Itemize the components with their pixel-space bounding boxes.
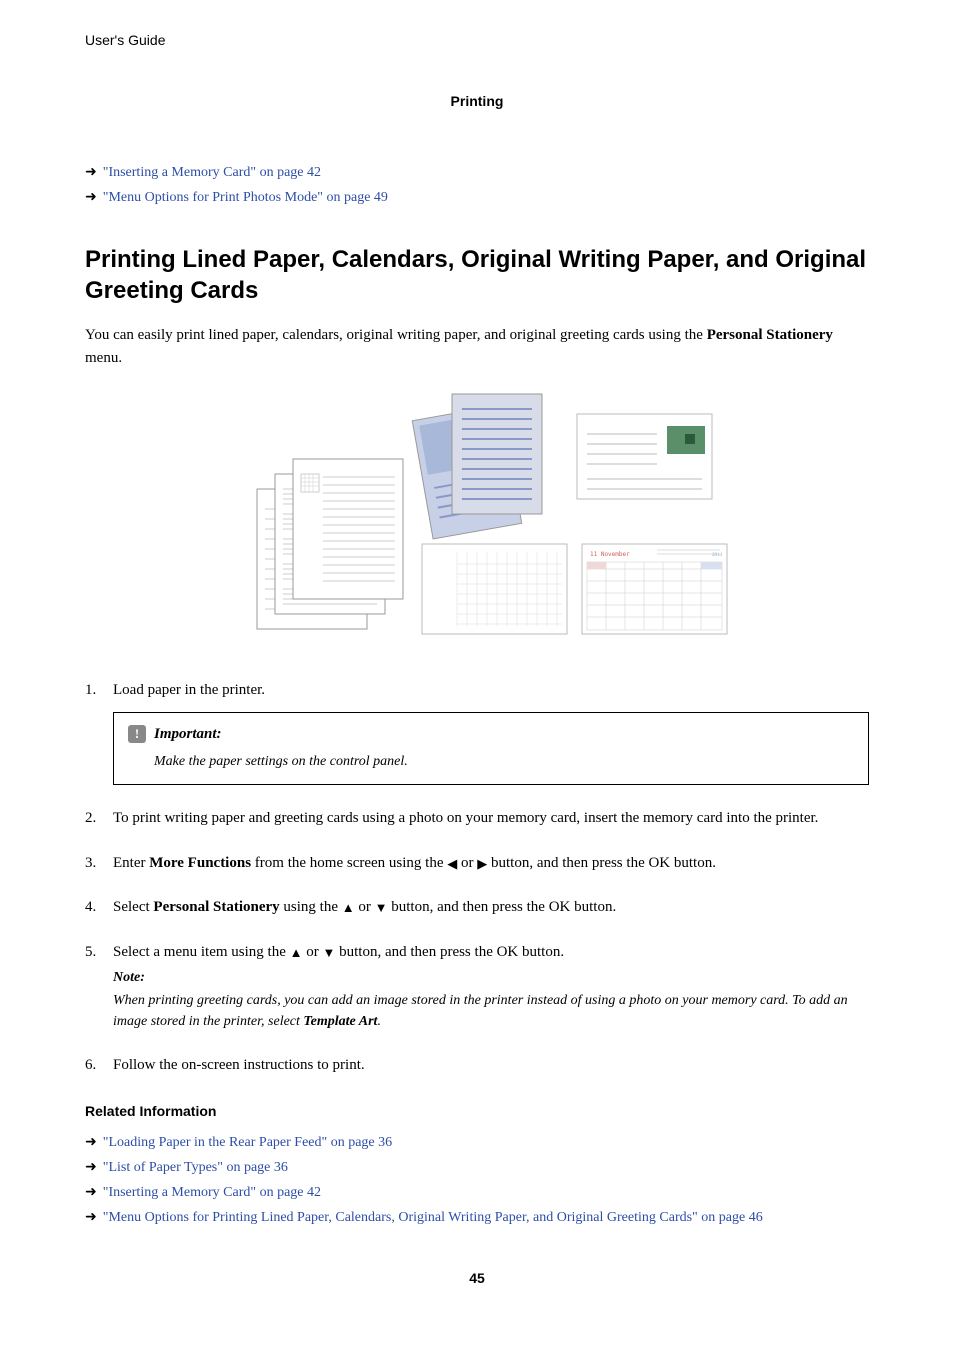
arrow-icon: ➜: [85, 162, 97, 183]
arrow-icon: ➜: [85, 1182, 97, 1203]
step-5-a: Select a menu item using the: [113, 944, 290, 960]
note-body-1: When printing greeting cards, you can ad…: [113, 993, 848, 1029]
step-5-b: or: [303, 944, 323, 960]
svg-text:2014: 2014: [712, 553, 723, 558]
important-icon: !: [128, 725, 146, 743]
step-6-text: Follow the on-screen instructions to pri…: [113, 1057, 365, 1073]
important-box: ! Important: Make the paper settings on …: [113, 712, 869, 786]
step-5: Select a menu item using the ▲ or ▼ butt…: [85, 941, 869, 1033]
step-3-bold: More Functions: [149, 855, 251, 871]
link-loading-paper[interactable]: "Loading Paper in the Rear Paper Feed" o…: [103, 1132, 392, 1153]
up-arrow-icon: ▲: [290, 943, 303, 963]
step-4-c: or: [355, 899, 375, 915]
intro-paragraph: You can easily print lined paper, calend…: [85, 324, 869, 369]
important-body: Make the paper settings on the control p…: [128, 751, 854, 772]
link-inserting-memory-card[interactable]: "Inserting a Memory Card" on page 42: [103, 162, 321, 183]
intro-suffix: menu.: [85, 350, 122, 366]
important-label: Important:: [154, 723, 222, 746]
note-body: When printing greeting cards, you can ad…: [113, 990, 869, 1032]
step-2-text: To print writing paper and greeting card…: [113, 810, 818, 826]
section-title: Printing: [85, 91, 869, 112]
step-4: Select Personal Stationery using the ▲ o…: [85, 896, 869, 919]
step-6: Follow the on-screen instructions to pri…: [85, 1054, 869, 1077]
step-4-d: button, and then press the OK button.: [387, 899, 616, 915]
note-bold: Template Art: [303, 1014, 377, 1029]
step-3-a: Enter: [113, 855, 149, 871]
header-left: User's Guide: [85, 30, 165, 51]
arrow-icon: ➜: [85, 1157, 97, 1178]
link-inserting-memory-card-2[interactable]: "Inserting a Memory Card" on page 42: [103, 1182, 321, 1203]
step-4-a: Select: [113, 899, 153, 915]
note-label: Note:: [113, 967, 869, 988]
left-arrow-icon: ◀: [447, 854, 457, 874]
link-menu-options-lined-paper[interactable]: "Menu Options for Printing Lined Paper, …: [103, 1207, 763, 1228]
arrow-icon: ➜: [85, 1132, 97, 1153]
down-arrow-icon: ▼: [375, 898, 388, 918]
intro-prefix: You can easily print lined paper, calend…: [85, 327, 707, 343]
step-2: To print writing paper and greeting card…: [85, 807, 869, 830]
step-3-b: from the home screen using the: [251, 855, 447, 871]
arrow-icon: ➜: [85, 1207, 97, 1228]
step-4-b: using the: [280, 899, 342, 915]
related-information-heading: Related Information: [85, 1101, 869, 1122]
down-arrow-icon: ▼: [323, 943, 336, 963]
step-4-bold: Personal Stationery: [153, 899, 279, 915]
up-arrow-icon: ▲: [342, 898, 355, 918]
stationery-illustration: 11 November 2014: [85, 389, 869, 649]
step-1-text: Load paper in the printer.: [113, 682, 265, 698]
intro-bold: Personal Stationery: [707, 327, 833, 343]
step-1: Load paper in the printer. ! Important: …: [85, 679, 869, 785]
link-menu-options-print-photos[interactable]: "Menu Options for Print Photos Mode" on …: [103, 187, 388, 208]
step-3-d: button, and then press the OK button.: [487, 855, 716, 871]
right-arrow-icon: ▶: [477, 854, 487, 874]
step-5-c: button, and then press the OK button.: [335, 944, 564, 960]
link-list-paper-types[interactable]: "List of Paper Types" on page 36: [103, 1157, 288, 1178]
svg-text:11 November: 11 November: [590, 551, 630, 558]
step-3: Enter More Functions from the home scree…: [85, 852, 869, 875]
page-heading: Printing Lined Paper, Calendars, Origina…: [85, 244, 869, 306]
step-3-c: or: [457, 855, 477, 871]
note-body-2: .: [377, 1014, 381, 1029]
arrow-icon: ➜: [85, 187, 97, 208]
page-number: 45: [85, 1268, 869, 1289]
